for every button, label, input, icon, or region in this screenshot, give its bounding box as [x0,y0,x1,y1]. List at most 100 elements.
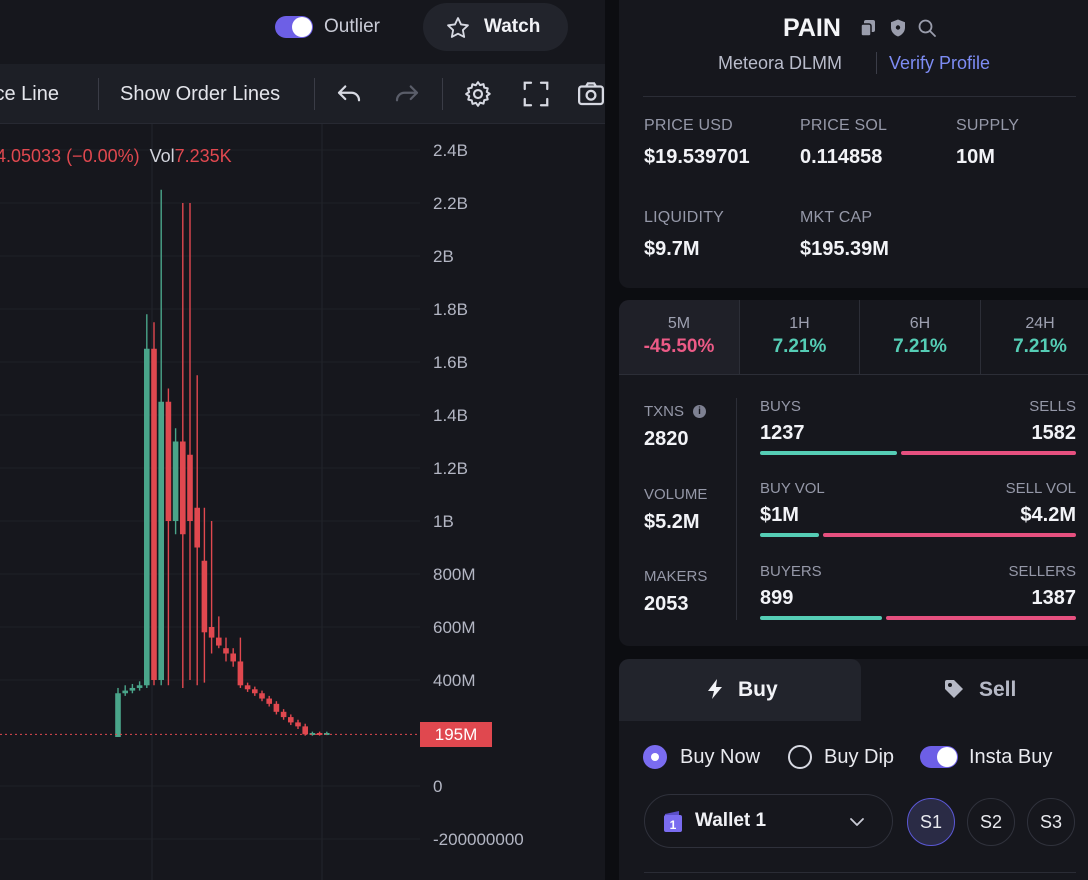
y-tick-label: 2B [433,247,454,266]
candle-body [158,401,164,680]
fullscreen-icon[interactable] [521,79,551,109]
stat-label-mkt-cap: MKT CAP [800,209,873,226]
ratio-buy-bar [760,451,897,455]
txns-label: TXNS [644,403,685,420]
ratio-left-value: 899 [760,587,794,609]
tab-6h[interactable]: 6H 7.21% [860,300,981,374]
panel-divider [605,0,619,880]
toggle-knob [937,747,957,767]
candle-body [165,401,172,521]
redo-icon[interactable] [392,79,422,109]
candle-body [288,717,294,723]
volume-value: $5.2M [644,511,700,533]
ratio-sell-bar [901,451,1076,455]
chart-grid [0,124,420,880]
gear-icon[interactable] [463,79,493,109]
candle-body [302,726,308,735]
stat-label-price-sol: PRICE SOL [800,117,888,134]
watch-button[interactable]: Watch [423,3,568,51]
tab-1h[interactable]: 1H 7.21% [740,300,860,374]
slot-button-s2[interactable]: S2 [967,798,1015,846]
tab-24h[interactable]: 24H 7.21% [981,300,1088,374]
candle-body [136,685,143,688]
ratio-buy-bar [760,533,819,537]
ratio-sell-bar [886,616,1076,620]
y-tick-label: 1.8B [433,300,468,319]
stat-value-price-usd: $19.539701 [644,146,750,168]
ratio-right-label: SELLERS [1008,563,1076,580]
y-tick-label: 800M [433,565,476,584]
legend-change: 4.05033 (−0.00%) [0,146,140,166]
copy-icon[interactable] [858,18,878,38]
makers-value: 2053 [644,593,689,615]
chart-panel: Outlier Watch ice Line Show Order Lines … [0,0,606,880]
outlier-label: Outlier [324,16,380,37]
y-tick-label: 2.4B [433,141,468,160]
undo-icon[interactable] [334,79,364,109]
stat-label-liquidity: LIQUIDITY [644,209,725,226]
candles [115,189,330,737]
token-info-card [619,0,1088,288]
sell-tab[interactable] [861,659,1088,721]
star-icon [447,17,469,38]
candle-body [122,690,128,694]
outlier-toggle[interactable] [275,16,313,38]
y-tick-label: 1.4B [433,406,468,425]
candle-body [237,661,244,686]
camera-icon[interactable] [576,79,606,109]
sell-tab-label: Sell [979,678,1017,701]
buy-now-label: Buy Now [680,746,761,768]
y-tick-label: -200000000 [433,830,524,849]
ratio-sell-bar [823,533,1076,537]
ratio-left-value: $1M [760,504,799,526]
candle-body [316,733,323,735]
show-order-lines-button[interactable]: Show Order Lines [120,83,281,105]
info-icon[interactable]: i [693,405,706,418]
stat-label-price-usd: PRICE USD [644,117,733,134]
timeframe-change: 7.21% [1013,336,1067,357]
buy-now-radio[interactable] [643,745,667,769]
candle-body [259,693,265,699]
shield-icon[interactable] [888,18,908,38]
legend-vol-value: 7.235K [174,146,232,166]
toolbar-divider [314,78,315,110]
search-icon[interactable] [917,18,937,38]
buy-dip-label: Buy Dip [824,746,895,768]
candle-body [187,454,193,521]
tab-5m[interactable]: 5M -45.50% [619,300,740,374]
buy-tab[interactable] [619,659,861,721]
candle-body [208,627,215,638]
chart-toolbar: ice Line Show Order Lines [0,64,606,124]
insta-buy-toggle[interactable] [920,746,958,768]
slot-button-s1[interactable]: S1 [907,798,955,846]
y-tick-label: 600M [433,618,476,637]
chart-legend: 4.05033 (−0.00%) Vol7.235K [0,146,232,167]
verify-profile-link[interactable]: Verify Profile [889,53,991,73]
candle-body [201,560,208,633]
ratio-left-label: BUY VOL [760,480,825,497]
slot-button-s3[interactable]: S3 [1027,798,1075,846]
ratio-left-label: BUYERS [760,563,822,580]
buy-dip-radio[interactable] [788,745,812,769]
toolbar-divider [98,78,99,110]
legend-vol-label: Vol [149,146,175,166]
stat-value-supply: 10M [956,146,995,168]
wallet-select[interactable]: 1 Wallet 1 [644,794,893,848]
timeframe-divider [619,374,1088,375]
candle-body [280,711,287,718]
trade-divider [644,872,1076,873]
candle-body [266,698,272,704]
toggle-knob [292,17,312,37]
insta-buy-label: Insta Buy [969,746,1053,768]
timeframe-label: 5M [667,315,691,332]
price-line-button[interactable]: ice Line [0,83,59,105]
txns-value: 2820 [644,428,689,450]
candlestick-chart[interactable]: 2.4B 2.2B 2B 1.8B 1.6B 1.4B 1.2B 1B 800M 600M 400M… [0,124,606,880]
candle-body [295,722,301,727]
y-tick-label: 400M [433,671,476,690]
ratio-right-label: SELL VOL [1005,480,1076,497]
lightning-icon [708,679,722,699]
chart-top-bar: Outlier Watch [0,0,606,60]
stat-value-liquidity: $9.7M [644,238,700,260]
candle-body [115,693,121,737]
